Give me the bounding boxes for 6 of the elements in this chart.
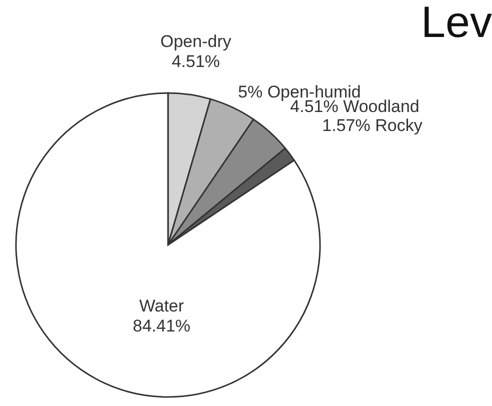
chart-title: Lev <box>421 0 492 47</box>
slice-label: Water <box>139 296 184 316</box>
slice-label: Open-dry <box>160 32 232 51</box>
data-label: 4.51% <box>172 52 220 71</box>
slice-label: 1.57% Rocky <box>322 116 423 136</box>
data-label: 84.41% <box>132 316 190 336</box>
